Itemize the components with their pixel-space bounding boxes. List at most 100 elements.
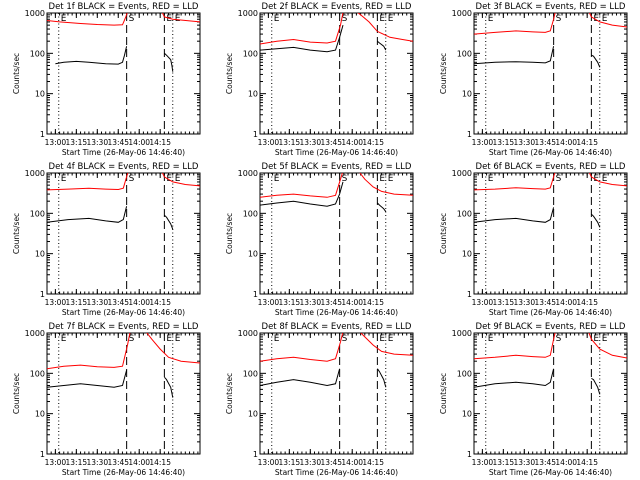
marker-label-e: E <box>175 334 181 344</box>
y-tick-label: 100 <box>243 369 258 378</box>
marker-label-s: S <box>342 174 348 184</box>
y-axis-label: Counts/sec <box>12 213 21 254</box>
lld-series-line <box>474 13 556 35</box>
y-axis-label: Counts/sec <box>439 373 448 414</box>
y-tick-label: 1 <box>467 290 472 299</box>
x-tick-label: 13:15 <box>493 458 515 467</box>
y-tick-label: 1 <box>40 290 45 299</box>
events-series-line <box>376 368 387 388</box>
marker-label-e: E <box>388 14 394 24</box>
x-tick-label: 13:15 <box>493 138 515 147</box>
x-tick-label: 13:00 <box>45 458 67 467</box>
marker-label-e: E <box>379 174 385 184</box>
y-tick-label: 1 <box>253 450 258 459</box>
x-tick-label: 13:15 <box>493 298 515 307</box>
lld-series-line <box>357 13 413 42</box>
marker-label-e: E <box>593 334 599 344</box>
events-series-line <box>377 202 387 212</box>
panel-det-1: Det 1f BLACK = Events, RED = LLD 1 10 100 10… <box>12 2 201 157</box>
x-tick-label: 13:45 <box>107 458 129 467</box>
x-tick-label: 13:00 <box>258 458 280 467</box>
lld-series-line <box>161 173 200 187</box>
y-axis-label: Counts/sec <box>439 53 448 94</box>
marker-label-e: E <box>488 14 494 24</box>
y-tick-label: 1 <box>40 130 45 139</box>
marker-label-e: E <box>488 174 494 184</box>
series-group <box>47 13 200 72</box>
y-tick-label: 100 <box>30 49 45 58</box>
panel-title: Det 9f BLACK = Events, RED = LLD <box>476 322 626 332</box>
y-tick-label: 1 <box>467 450 472 459</box>
x-axis-label: Start Time (26-May-06 14:46:40) <box>489 148 612 157</box>
x-tick-label: 14:15 <box>576 138 598 147</box>
lld-series-line <box>146 333 200 364</box>
plot-frame <box>259 172 414 295</box>
y-tick-label: 1 <box>467 130 472 139</box>
y-tick-label: 100 <box>243 49 258 58</box>
lld-series-line <box>260 173 343 198</box>
y-tick-label: 1000 <box>238 9 258 18</box>
x-tick-label: 13:45 <box>320 138 342 147</box>
marker-label-s: S <box>556 174 562 184</box>
series-group <box>260 173 413 212</box>
x-tick-label: 13:45 <box>320 298 342 307</box>
x-tick-label: 13:15 <box>66 138 88 147</box>
x-tick-label: 13:30 <box>86 458 108 467</box>
x-tick-label: 14:00 <box>555 138 577 147</box>
panel-title: Det 6f BLACK = Events, RED = LLD <box>476 162 626 172</box>
marker-label-e: E <box>175 14 181 24</box>
marker-label-e: E <box>379 14 385 24</box>
series-group <box>474 333 627 395</box>
events-series-line <box>260 368 341 387</box>
lld-series-line <box>47 13 128 26</box>
x-tick-label: 13:00 <box>258 298 280 307</box>
y-tick-label: 10 <box>462 410 472 419</box>
x-tick-label: 13:30 <box>86 298 108 307</box>
series-group <box>47 173 200 230</box>
events-series-line <box>474 46 555 65</box>
events-series-line <box>260 181 344 207</box>
panel-title: Det 8f BLACK = Events, RED = LLD <box>262 322 412 332</box>
x-tick-label: 13:30 <box>513 298 535 307</box>
y-tick-label: 1 <box>253 130 258 139</box>
panel-det-3: Det 3f BLACK = Events, RED = LLD 1 10 100 10… <box>439 2 628 157</box>
x-tick-label: 14:15 <box>149 138 171 147</box>
x-axis-label: Start Time (26-May-06 14:46:40) <box>62 468 185 477</box>
marker-label-e: E <box>379 334 385 344</box>
x-tick-label: 13:30 <box>299 298 321 307</box>
x-tick-label: 13:00 <box>258 138 280 147</box>
events-series-line <box>47 206 128 223</box>
x-tick-label: 13:00 <box>45 138 67 147</box>
marker-label-e: E <box>274 334 280 344</box>
x-tick-label: 13:45 <box>534 138 556 147</box>
x-tick-label: 13:15 <box>66 458 88 467</box>
panel-det-9: Det 9f BLACK = Events, RED = LLD 1 10 100 10… <box>439 322 628 477</box>
x-tick-label: 14:15 <box>149 298 171 307</box>
panel-det-7: Det 7f BLACK = Events, RED = LLD 1 10 100 10… <box>12 322 201 477</box>
marker-label-e: E <box>488 334 494 344</box>
panel-title: Det 3f BLACK = Events, RED = LLD <box>476 2 626 12</box>
x-tick-label: 14:15 <box>149 458 171 467</box>
y-tick-label: 1000 <box>452 329 472 338</box>
lld-series-line <box>588 13 627 28</box>
x-tick-label: 14:15 <box>576 298 598 307</box>
y-tick-label: 100 <box>30 369 45 378</box>
x-axis-label: Start Time (26-May-06 14:46:40) <box>275 148 398 157</box>
plot-frame <box>473 12 628 135</box>
x-axis-label: Start Time (26-May-06 14:46:40) <box>489 468 612 477</box>
x-tick-label: 13:15 <box>279 298 301 307</box>
x-tick-label: 14:00 <box>555 458 577 467</box>
y-axis-label: Counts/sec <box>439 213 448 254</box>
panel-title: Det 4f BLACK = Events, RED = LLD <box>49 162 199 172</box>
x-tick-label: 14:15 <box>362 138 384 147</box>
x-tick-label: 14:00 <box>341 138 363 147</box>
y-tick-label: 100 <box>457 209 472 218</box>
plot-frame <box>259 12 414 135</box>
panel-title: Det 1f BLACK = Events, RED = LLD <box>49 2 199 12</box>
x-tick-label: 13:45 <box>534 458 556 467</box>
x-tick-label: 14:00 <box>555 298 577 307</box>
x-tick-label: 14:15 <box>576 458 598 467</box>
events-series-line <box>591 54 601 68</box>
events-series-line <box>591 213 601 228</box>
